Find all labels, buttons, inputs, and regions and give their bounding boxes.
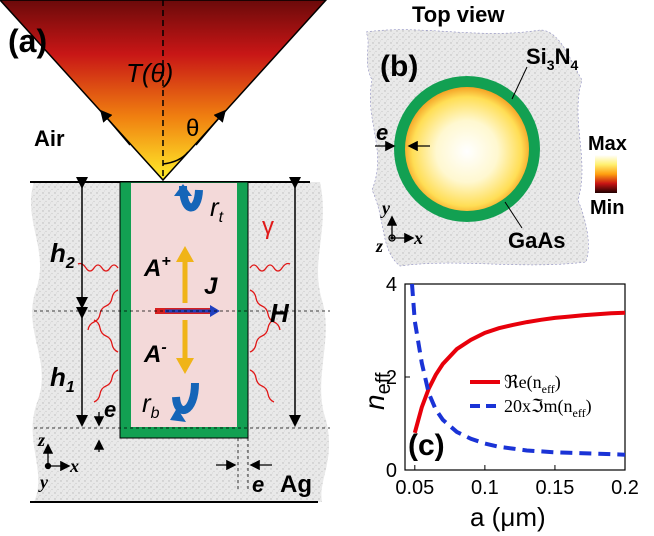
axis-z-label-a: z bbox=[37, 430, 45, 450]
j-label: J bbox=[204, 273, 218, 300]
legend-label-im: 20xℑm(neff) bbox=[504, 396, 592, 420]
gaas-core-top bbox=[405, 87, 529, 211]
x-tick-label: 0.05 bbox=[395, 477, 434, 499]
coordinate-axes-b bbox=[386, 215, 415, 244]
panel-a-tag: (a) bbox=[8, 23, 47, 59]
colorbar-max: Max bbox=[588, 133, 627, 155]
panel-b: Top view (b) Si3N4 GaAs e Max Min y z x bbox=[365, 2, 627, 267]
colorbar bbox=[595, 155, 617, 193]
x-tick-label: 0.15 bbox=[535, 477, 574, 499]
t-theta-label: T(θ) bbox=[126, 58, 173, 88]
legend-label-re: ℜe(neff) bbox=[504, 372, 561, 396]
axis-x-label-b: x bbox=[413, 228, 423, 248]
series-re-neff bbox=[412, 310, 626, 434]
e-label-bottom: e bbox=[252, 472, 264, 497]
chart-axis-ticks: 0.05 0.1 0.15 0.2 0 2 4 bbox=[386, 274, 639, 499]
H-label: H bbox=[270, 298, 290, 328]
cone-arrow-left bbox=[100, 109, 131, 146]
x-tick-label: 0.1 bbox=[471, 477, 499, 499]
gamma-label: γ bbox=[262, 213, 274, 240]
gaas-core bbox=[131, 183, 237, 427]
panel-b-tag: (b) bbox=[380, 50, 418, 83]
coordinate-axes-a bbox=[42, 443, 71, 472]
gamma-emission-waves bbox=[77, 262, 291, 403]
panel-c-tag: (c) bbox=[408, 429, 445, 462]
a-plus-label: A+ bbox=[143, 253, 171, 282]
panel-c: 0.05 0.1 0.15 0.2 0 2 4 ℜe(neff) 20xℑm(neff) (… bbox=[359, 274, 639, 532]
e-label-b: e bbox=[376, 120, 388, 145]
cone-arrow-right bbox=[195, 109, 226, 146]
x-tick-label: 0.2 bbox=[611, 477, 639, 499]
colorbar-min: Min bbox=[590, 197, 624, 219]
theta-label: θ bbox=[186, 115, 199, 142]
ag-label: Ag bbox=[280, 471, 312, 498]
axis-x-label-a: x bbox=[69, 456, 79, 476]
y-tick-label: 2 bbox=[386, 367, 397, 389]
h2-label: h2 bbox=[50, 238, 75, 272]
y-tick-label: 4 bbox=[386, 274, 397, 296]
si3n4-label: Si3N4 bbox=[526, 44, 578, 73]
rt-label: rt bbox=[210, 192, 224, 226]
air-label: Air bbox=[34, 126, 65, 151]
rb-arrow bbox=[172, 382, 199, 414]
e-label-left: e bbox=[104, 397, 116, 422]
axis-z-label-b: z bbox=[375, 236, 383, 256]
y-tick-label: 0 bbox=[386, 460, 397, 482]
axis-y-label-a: y bbox=[38, 472, 49, 492]
top-view-label: Top view bbox=[412, 2, 505, 27]
x-axis-label: a (μm) bbox=[470, 502, 546, 532]
gaas-label: GaAs bbox=[508, 228, 565, 253]
series-im-neff bbox=[410, 283, 626, 457]
h1-label: h1 bbox=[50, 362, 75, 396]
panel-a: (a) Air T(θ) θ rt rb γ A+ A- J h2 h1 H e… bbox=[0, 0, 330, 503]
a-minus-label: A- bbox=[143, 339, 167, 368]
axis-y-label-b: y bbox=[380, 198, 391, 218]
rb-label: rb bbox=[142, 388, 160, 422]
theta-arc bbox=[162, 151, 189, 165]
y-axis-label: neff bbox=[359, 372, 395, 410]
